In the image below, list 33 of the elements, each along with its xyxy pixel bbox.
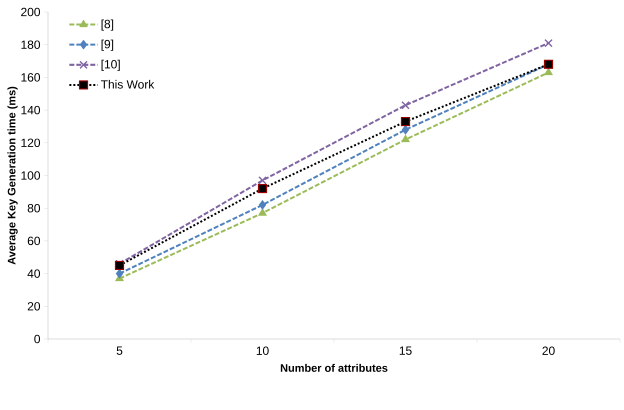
x-tick-label: 5 bbox=[116, 346, 122, 355]
y-tick-label: 80 bbox=[28, 204, 40, 212]
legend-label: This Work bbox=[100, 80, 154, 89]
point bbox=[402, 101, 410, 110]
x-tick-label: 20 bbox=[542, 346, 555, 355]
point bbox=[402, 125, 410, 134]
y-axis-title: Average Key Generation time (ms) bbox=[7, 86, 18, 265]
y-tick-label: 20 bbox=[28, 302, 40, 311]
y-tick-label: 200 bbox=[21, 8, 40, 16]
point bbox=[544, 68, 553, 76]
legend-label: [10] bbox=[102, 60, 120, 71]
y-tick-label: 180 bbox=[21, 40, 40, 49]
legend-label: [8] bbox=[102, 19, 114, 31]
y-tick-label: 140 bbox=[21, 106, 40, 114]
y-tick-label: 40 bbox=[27, 269, 40, 278]
y-tick-label: 120 bbox=[21, 138, 40, 148]
point bbox=[400, 116, 410, 126]
point bbox=[544, 39, 553, 48]
point bbox=[258, 200, 266, 210]
y-tick-label: 160 bbox=[21, 73, 40, 82]
point bbox=[258, 176, 267, 184]
x-tick-label: 10 bbox=[256, 346, 269, 355]
point bbox=[116, 269, 124, 278]
point bbox=[258, 208, 267, 216]
legend-label: [9] bbox=[102, 40, 114, 51]
point bbox=[114, 260, 124, 270]
y-tick-label: 60 bbox=[28, 236, 40, 246]
y-tick-label: 0 bbox=[34, 334, 40, 344]
point bbox=[258, 184, 268, 194]
x-tick-label: 15 bbox=[400, 346, 412, 355]
x-axis-title: Number of attributes bbox=[280, 364, 388, 372]
y-tick-label: 100 bbox=[21, 171, 40, 180]
point bbox=[401, 134, 410, 142]
